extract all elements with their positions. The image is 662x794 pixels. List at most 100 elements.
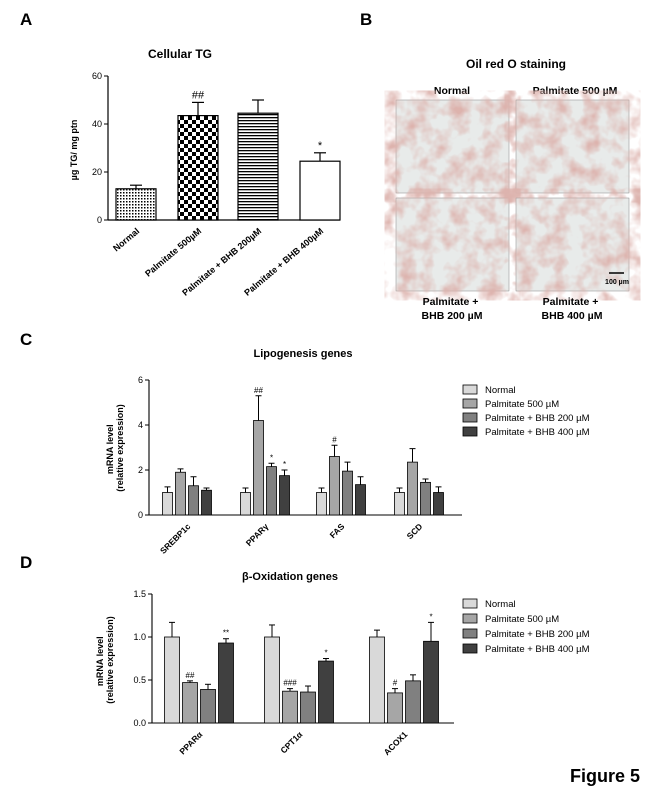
panel-b-label-bhb200-line1: Palmitate + [423,296,479,308]
panel-c-significance: * [283,460,286,469]
panel-c-bar-ppar-palmitate-500-m [253,420,264,516]
panel-a-ytick-label: 40 [92,119,102,129]
panel-d-ytick-label: 0.0 [133,718,146,728]
panel-b-label-bhb400-line2: BHB 400 µM [542,310,603,322]
panel-d-legend-swatch-palmitate-bhb-200-m [462,628,478,639]
panel-c-legend-label: Palmitate 500 µM [485,399,559,410]
panel-d-ylabel-line2: (relative expression) [105,616,115,704]
panel-c-legend-swatch-palmitate-bhb-200-m [462,412,478,423]
panel-c-bar-fas-palmitate-bhb-200-m [342,470,353,516]
panel-c-ylabel-line2: (relative expression) [115,404,125,492]
panel-a-bar-palmitate-bhb-200-m [237,112,279,221]
panel-c-bar-ppar-palmitate-bhb-400-m [279,475,290,516]
panel-c-chart: 0 2 4 6 SREBP1c ## * * PPARγ # FAS SCD [138,375,462,556]
panel-d-legend-label: Normal [485,599,516,610]
panel-c-bar-fas-palmitate-500-m [329,456,340,516]
panel-c-bar-srebp1c-palmitate-500-m [175,471,186,516]
panel-d-significance: # [393,679,398,688]
panel-d-significance: * [324,649,327,658]
panel-c-category-label: PPARγ [244,521,271,548]
micrograph-bhb-200 [395,197,510,292]
panel-c-legend-label: Palmitate + BHB 200 µM [485,413,590,424]
panel-b-label-bhb200: Palmitate + BHB 200 µM [422,296,483,322]
panel-d-legend-swatch-palmitate-500-m [462,613,478,624]
panel-d-significance: * [429,612,432,621]
panel-d-ylabel-line1: mRNA level [95,636,105,686]
panel-d-bar-cpt1-palmitate-bhb-200-m [300,691,316,724]
panel-d-bar-ppar-palmitate-500-m [182,682,198,724]
panel-c-bar-fas-normal [316,492,327,516]
panel-a-bar-palmitate-bhb-400-m [299,160,341,221]
panel-d-category-label: ACOX1 [382,729,410,757]
panel-d-legend-label: Palmitate 500 µM [485,614,559,625]
panel-d-ytick-label: 1.5 [133,589,146,599]
panel-c-legend-label: Palmitate + BHB 400 µM [485,427,590,438]
panel-c-title: Lipogenesis genes [253,348,352,360]
micrograph-palmitate-500 [515,99,630,194]
panel-d-legend-swatch-normal [462,598,478,609]
panel-b-label-bhb200-line2: BHB 200 µM [422,310,483,322]
panel-d-category-label: PPARα [177,729,205,757]
scale-bar-label: 100 µm [605,279,629,286]
panel-letter-d: D [20,553,32,572]
panel-c-bar-srebp1c-palmitate-bhb-400-m [201,489,212,516]
panel-c-ytick-label: 2 [138,465,143,475]
panel-b-title: Oil red O staining [466,57,566,71]
panel-a-ylabel: µg TG/ mg ptn [69,120,79,181]
panel-c-bar-fas-palmitate-bhb-400-m [355,484,366,516]
figure-label: Figure 5 [570,766,640,786]
panel-c-legend-swatch-normal [462,384,478,395]
panel-d-bar-ppar-palmitate-bhb-400-m [218,642,234,724]
panel-letter-b: B [360,10,372,29]
panel-d-bar-ppar-normal [164,636,180,724]
panel-c-legend: Normal Palmitate 500 µM Palmitate + BHB 20… [462,384,590,438]
panel-c-bar-srebp1c-palmitate-bhb-200-m [188,485,199,516]
panel-d-title: β-Oxidation genes [242,571,338,583]
panel-d-ytick-label: 1.0 [133,632,146,642]
panel-d-legend-swatch-palmitate-bhb-400-m [462,643,478,654]
panel-d-significance: ## [186,671,195,680]
panel-d-bar-cpt1-palmitate-500-m [282,690,298,724]
panel-a-significance: * [318,140,323,152]
panel-d-category-label: CPT1α [278,729,305,756]
panel-d-legend: Normal Palmitate 500 µM Palmitate + BHB 20… [462,598,590,655]
panel-d-bar-acox1-palmitate-500-m [387,692,403,724]
panel-d-bar-acox1-palmitate-bhb-400-m [423,640,439,724]
panel-d-ytick-label: 0.5 [133,675,146,685]
panel-d-chart: 0.0 0.5 1.0 1.5 ## ** PPARα ### * CPT1α # * ACOX1 [133,589,454,757]
micrograph-normal [395,99,510,194]
panel-b-label-bhb400-line1: Palmitate + [543,296,599,308]
panel-c-legend-swatch-palmitate-500-m [462,398,478,409]
panel-c-bar-scd-palmitate-bhb-400-m [433,492,444,516]
panel-b-label-normal: Normal [434,85,470,97]
panel-c-bar-ppar-normal [240,492,251,516]
panel-c-category-label: FAS [328,521,347,540]
panel-letter-a: A [20,10,32,29]
panel-d-bar-acox1-palmitate-bhb-200-m [405,680,421,724]
panel-a-title: Cellular TG [148,47,212,61]
panel-d-legend-label: Palmitate + BHB 400 µM [485,644,590,655]
panel-c-category-label: SREBP1c [158,521,193,556]
panel-d-bar-acox1-normal [369,636,385,724]
panel-a-ytick-label: 60 [92,71,102,81]
panel-c-significance: * [270,453,273,462]
panel-letter-c: C [20,330,32,349]
panel-d-ylabel: mRNA level (relative expression) [95,616,115,704]
panel-c-bar-scd-palmitate-500-m [407,461,418,516]
panel-b-label-palmitate: Palmitate 500 µM [533,85,618,97]
panel-c-bar-scd-palmitate-bhb-200-m [420,481,431,516]
panel-c-ytick-label: 4 [138,420,143,430]
panel-c-ylabel-line1: mRNA level [105,424,115,474]
panel-c-ylabel: mRNA level (relative expression) [105,404,125,492]
panel-a-significance: ## [192,89,205,101]
panel-d-significance: ** [223,629,229,638]
panel-d-bar-cpt1-palmitate-bhb-400-m [318,660,334,724]
panel-c-bar-ppar-palmitate-bhb-200-m [266,466,277,516]
micrograph-bhb-400 [515,197,630,292]
panel-c-category-label: SCD [405,521,425,541]
panel-c-bar-srebp1c-normal [162,492,173,516]
panel-a-ytick-label: 20 [92,167,102,177]
panel-c-ytick-label: 0 [138,510,143,520]
panel-c-significance: ## [254,386,263,395]
